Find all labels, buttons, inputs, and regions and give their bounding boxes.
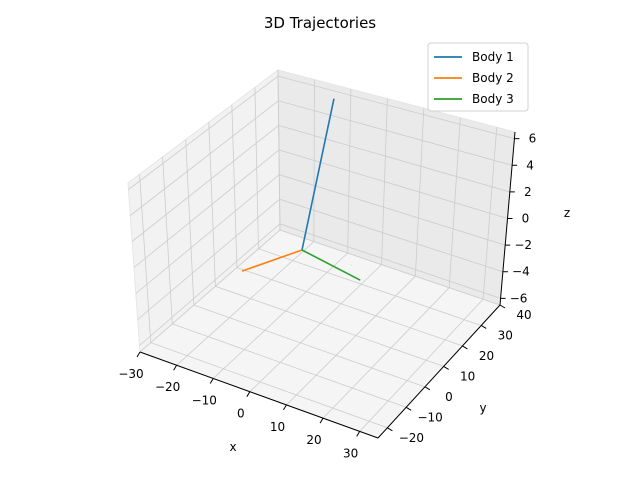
x-tick-mark: [246, 391, 251, 397]
x-axis-line: [139, 351, 379, 439]
y-tick-mark: [462, 345, 468, 350]
z-gridline: [131, 124, 510, 242]
y-gridline: [185, 139, 426, 388]
x-tick-label: 20: [306, 433, 321, 447]
y-tick-mark: [443, 365, 449, 370]
legend-label: Body 2: [472, 71, 514, 85]
y-tick-mark: [499, 304, 506, 309]
x-tick-mark: [283, 404, 287, 411]
z-gridline: [128, 75, 515, 190]
z-gridline: [139, 223, 501, 346]
z-tick-label: 4: [526, 158, 534, 172]
series-line-1: [301, 98, 335, 251]
chart-title: 3D Trajectories: [264, 14, 376, 32]
y-tick-label: 0: [445, 390, 453, 404]
z-axis-label: z: [564, 206, 570, 220]
series-line-3: [301, 249, 361, 281]
y-gridline: [231, 104, 463, 347]
z-tick-label: −6: [510, 291, 528, 305]
x-tick-label: 30: [343, 446, 358, 460]
y-tick-mark: [480, 325, 487, 329]
z-tick-label: 6: [529, 132, 537, 146]
legend-label: Body 1: [472, 50, 514, 64]
y-tick-label: 30: [498, 328, 513, 342]
z-tick-label: 2: [524, 185, 532, 199]
y-gridline: [162, 156, 407, 408]
z-gridline: [130, 100, 513, 216]
z-gridline: [135, 174, 506, 294]
y-tick-label: −10: [417, 410, 442, 424]
z-gridline: [137, 198, 504, 320]
legend-box: [427, 42, 529, 112]
x-tick-mark: [319, 417, 324, 424]
z-tick-label: 0: [522, 212, 530, 226]
y-tick-label: 10: [460, 369, 475, 383]
x-tick-mark: [209, 378, 214, 384]
y-tick-label: −20: [399, 431, 424, 445]
series-line-2: [241, 249, 303, 272]
y-gridline: [277, 69, 501, 306]
x-tick-label: 0: [237, 407, 245, 421]
y-axis-label: y: [479, 401, 486, 415]
y-tick-mark: [424, 386, 431, 391]
x-tick-mark: [136, 351, 141, 358]
x-tick-label: 10: [270, 420, 285, 434]
y-tick-label: 40: [516, 308, 531, 322]
y-tick-mark: [387, 427, 393, 432]
legend-label: Body 3: [472, 92, 514, 106]
x-tick-label: −10: [192, 393, 217, 407]
series-lines: [241, 98, 361, 281]
z-gridline: [133, 149, 508, 268]
z-tick-labels: −6 −4 −2 0 2 4 6: [510, 132, 537, 306]
y-gridline: [208, 122, 444, 367]
y-gridline: [254, 87, 482, 326]
z-tick-label: −4: [512, 265, 530, 279]
y-tick-mark: [405, 406, 412, 411]
gridlines: [128, 69, 515, 432]
axes: [136, 131, 520, 439]
axis-panes: [127, 69, 516, 439]
x-tick-label: −30: [118, 367, 143, 381]
y-axis-line: [377, 304, 501, 439]
x-tick-mark: [173, 364, 178, 371]
y-gridline: [139, 174, 388, 429]
z-tick-label: −2: [514, 238, 532, 252]
x-tick-labels: −30 −20 −10 0 10 20 30: [118, 367, 358, 460]
x-axis-label: x: [229, 440, 236, 454]
x-tick-label: −20: [155, 380, 180, 394]
x-tick-mark: [356, 431, 361, 437]
legend: Body 1 Body 2 Body 3: [427, 42, 529, 112]
y-tick-label: 20: [479, 349, 494, 363]
